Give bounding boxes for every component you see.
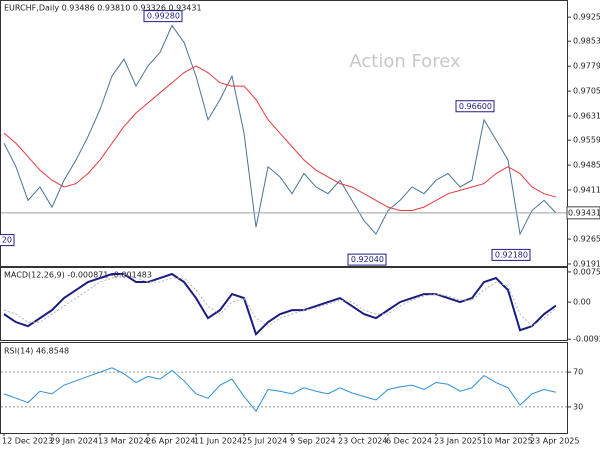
annotation-label: 0.99280 — [147, 12, 180, 21]
y-tick-label: 30 — [573, 402, 583, 411]
annotation-box — [0, 234, 15, 247]
x-tick-label: 23 Oct 2024 — [338, 437, 387, 446]
x-tick-label: 23 Jan 2025 — [434, 437, 482, 446]
macd-label: MACD(12,26,9) -0.000871 -0.001483 — [4, 271, 152, 280]
x-tick-label: 10 Mar 2025 — [482, 437, 533, 446]
annotation-box — [491, 248, 531, 261]
x-tick-label: 29 Jan 2024 — [50, 437, 98, 446]
series-line — [3, 272, 557, 337]
annotation-label: 0.92040 — [351, 255, 384, 264]
series-line — [3, 24, 557, 236]
rsi-label: RSI(14) 46.8548 — [4, 347, 69, 356]
annotation-box — [143, 10, 183, 23]
x-tick-label: 6 Dec 2024 — [386, 437, 432, 446]
last-price-box — [566, 206, 600, 220]
y-tick-label: 0.98535 — [573, 37, 600, 46]
x-tick-label: 25 Jul 2024 — [242, 437, 287, 446]
chart-title: EURCHF,Daily 0.93486 0.93810 0.93326 0.9… — [4, 4, 202, 13]
x-tick-label: 26 Apr 2024 — [146, 437, 195, 446]
x-tick-label: 13 Mar 2024 — [98, 437, 149, 446]
last-price-label: 0.93431 — [568, 208, 600, 217]
annotation-box — [455, 100, 495, 113]
y-tick-label: 70 — [573, 368, 583, 377]
series-line — [3, 65, 557, 212]
x-tick-label: 9 Sep 2024 — [290, 437, 336, 446]
annotation-box — [347, 253, 387, 266]
rsi-panel — [0, 342, 568, 434]
y-tick-label: 0.007526 — [573, 267, 600, 276]
annotation-label: 0.96600 — [459, 102, 492, 111]
macd-panel — [0, 267, 568, 341]
x-tick-label: 12 Dec 2023 — [2, 437, 53, 446]
annotation-label: 20 — [2, 236, 12, 245]
watermark: Action Forex — [349, 51, 461, 72]
x-tick-label: 11 Jun 2024 — [194, 437, 242, 446]
price-panel — [0, 0, 568, 267]
y-tick-label: 0.00 — [573, 298, 591, 307]
x-tick-label: 23 Apr 2025 — [530, 437, 579, 446]
y-tick-label: -0.009252 — [573, 335, 600, 344]
series-line — [3, 367, 557, 413]
annotation-label: 0.92180 — [495, 250, 528, 259]
